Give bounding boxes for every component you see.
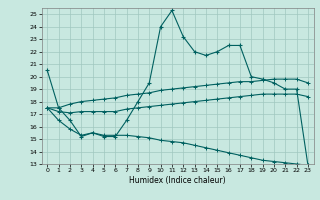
X-axis label: Humidex (Indice chaleur): Humidex (Indice chaleur) — [129, 176, 226, 185]
